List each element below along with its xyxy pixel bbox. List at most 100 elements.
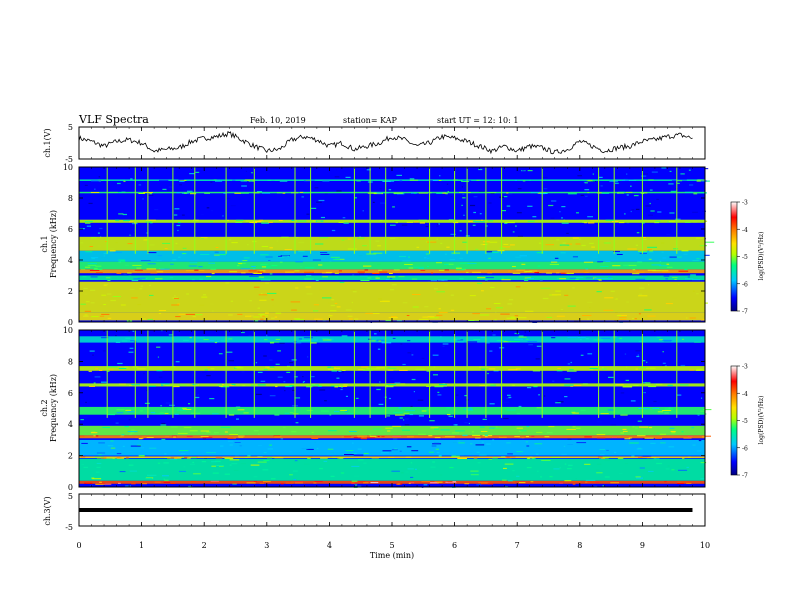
ch2-spectrogram-band-speckle [357,436,364,438]
ch1-spectrogram-band-speckle [134,269,143,271]
ch1-spectrogram-band-speckle [436,192,443,194]
ch2-spectrogram-band-speckle [678,469,688,471]
ch2-spectrogram-band-speckle [644,437,654,439]
ch1-spectrogram-band-speckle [527,220,535,222]
ch2-spectrogram-band-speckle [445,436,455,438]
ch2-spectrogram-ytick-4: 8 [68,357,73,366]
ch2-spectrogram-band-speckle [211,461,217,463]
ch1-spectrogram-band-speckle [145,221,152,223]
ch1-spectrogram-band-speckle [185,313,196,315]
ch1-spectrogram-noise-cell [334,176,340,178]
ch2-spectrogram-noise-cell [637,420,642,422]
ch1-spectrogram-noise-cell [438,223,440,225]
ch2-spectrogram-band-speckle [392,337,396,339]
ch1-spectrogram-band-speckle [701,319,705,321]
ch2-spectrogram-noise-cell [455,394,459,396]
ch1-spectrogram-band-speckle [245,220,254,222]
ch2-spectrogram-noise-cell [524,331,527,333]
ch2-spectrogram-band-speckle [99,482,106,484]
ch1-spectrogram-band-speckle [508,270,512,272]
ch2-spectrogram-band-speckle [536,407,542,409]
ch1-spectrogram-colorbar-tick-3: -6 [742,281,748,288]
ch1-spectrogram-band-speckle [265,256,273,258]
ch2-spectrogram-band-speckle [442,436,446,438]
ch1-spectrogram-band-speckle [603,309,614,311]
ch1-spectrogram-band-speckle [473,319,480,321]
ch1-spectrogram-band-speckle [412,306,419,308]
ch2-spectrogram-band-speckle [504,463,514,465]
ch2-spectrogram-band-speckle [150,412,156,414]
ch1-spectrogram-band-speckle [523,271,527,273]
ch1-spectrogram-band-speckle [525,270,533,272]
ch2-spectrogram-noise-cell [403,419,405,421]
ch2-spectrogram-band-speckle [428,451,434,453]
ch2-spectrogram-noise-cell [247,455,251,457]
ch2-spectrogram-noise-cell [402,363,406,366]
ch2-spectrogram-band-speckle [210,368,215,370]
ch1-spectrogram-band-speckle [502,246,511,248]
ch1-spectrogram-band-speckle [704,302,708,304]
ch2-spectrogram-band-speckle [357,369,366,371]
ch1-spectrogram-band-speckle [90,276,98,278]
ch2-spectrogram-band-speckle [253,481,258,482]
ch2-spectrogram-noise-cell [291,359,297,361]
ch1-spectrogram-band-speckle [295,261,303,263]
ch2-spectrogram-noise-cell [161,438,166,441]
ch1-spectrogram-band-speckle [564,272,574,274]
time-tick-0: 0 [76,541,81,550]
ch1-spectrogram-noise-cell [631,209,635,211]
ch1-spectrogram-band-speckle [395,222,398,224]
ch1-spectrogram-band-speckle [419,238,427,240]
ch2-spectrogram-band-speckle [206,452,216,454]
ch2-spectrogram-band-speckle [98,442,105,444]
ch2-spectrogram-band-speckle [421,481,431,483]
ch2-spectrogram-noise-cell [102,350,106,352]
ch2-spectrogram-band-speckle [162,475,169,477]
ch2-spectrogram-band-speckle [589,366,599,368]
ch2-spectrogram-band-speckle [327,368,333,370]
ch2-spectrogram-band-speckle [307,457,311,459]
ch2-spectrogram-band-speckle [480,431,488,432]
ch1-spectrogram-noise-cell [543,188,548,190]
ch1-spectrogram-band-speckle [485,279,488,281]
ch2-spectrogram-band-speckle [263,460,270,462]
ch1-spectrogram-band-speckle [260,264,268,266]
ch1-spectrogram-band-speckle [274,179,280,181]
ch2-spectrogram-noise-cell [336,377,340,379]
ch1-spectrogram-noise-cell [142,198,144,200]
ch1-spectrogram-band-7 [79,219,705,223]
ch1-spectrogram-band-speckle [200,254,210,255]
ch2-spectrogram-band-speckle [118,383,126,385]
ch1-spectrogram-noise-cell [200,213,204,216]
ch1-spectrogram-noise-cell [450,233,456,235]
ch2-spectrogram-band-speckle [99,384,110,386]
ch2-spectrogram-noise-cell [417,399,424,401]
ch1-spectrogram-band-speckle [198,266,203,268]
ch2-spectrogram-noise-cell [160,405,162,407]
ch1-spectrogram-ytick-4: 8 [68,194,73,203]
ch2-spectrogram-noise-cell [266,335,268,337]
ch1-spectrogram-band-speckle [177,303,180,305]
ch2-spectrogram-noise-cell [538,394,540,396]
ch1-spectrogram-noise-cell [643,173,649,175]
ch2-spectrogram-band-speckle [648,427,653,429]
ch2-spectrogram-band-speckle [376,339,385,341]
ch1-spectrogram-ylabel-freq: Frequency (kHz) [49,210,58,278]
ch1-spectrogram-band-speckle [519,255,527,257]
ch2-spectrogram-noise-cell [625,379,629,381]
ch1-spectrogram-noise-cell [504,222,508,224]
ch2-spectrogram-band-speckle [284,412,290,414]
ch1-spectrogram-band-speckle [258,313,265,315]
ch1-spectrogram-band-speckle [260,318,264,320]
ch1-spectrogram-noise-cell [359,273,365,275]
ch1-spectrogram-band-speckle [227,219,230,221]
ch1-spectrogram-band-speckle [438,269,445,271]
ch2-spectrogram-band-speckle [269,444,272,446]
ch2-spectrogram-band-speckle [572,412,579,414]
ch1-spectrogram-noise-cell [512,231,515,233]
ch1-spectrogram-noise-cell [649,189,653,191]
ch2-spectrogram-noise-cell [310,376,315,378]
ch1-spectrogram-band-speckle [546,316,553,318]
ch2-spectrogram-band-speckle [370,368,380,370]
